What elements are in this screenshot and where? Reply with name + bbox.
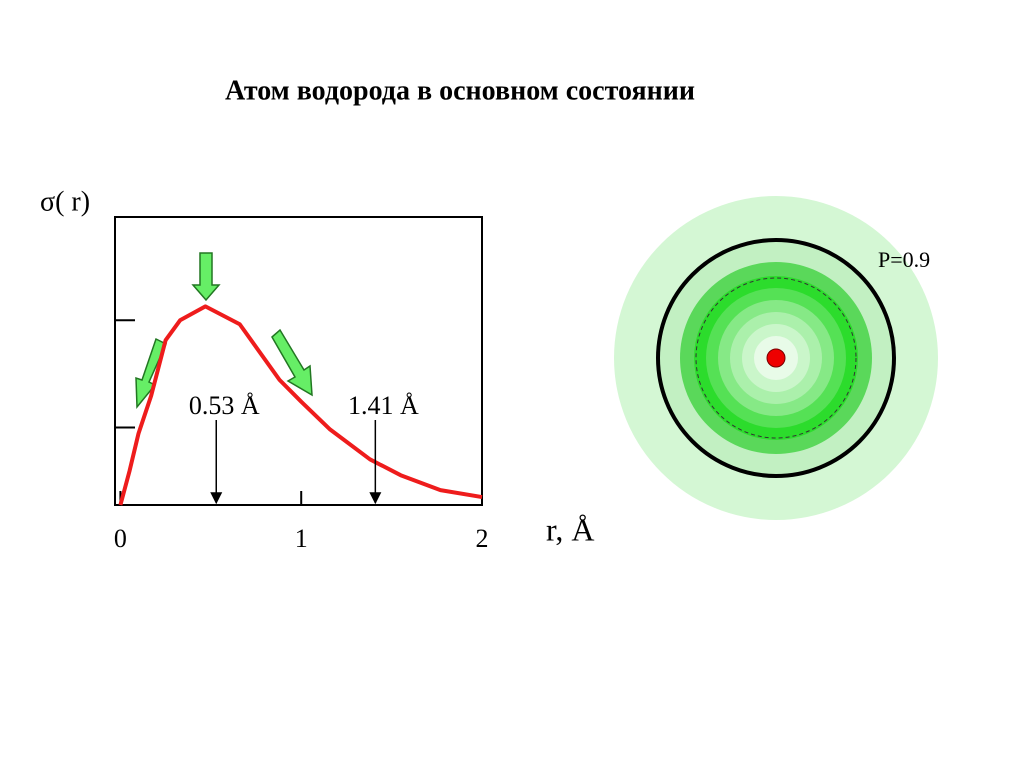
curve	[118, 304, 483, 506]
orbital-diagram: P=0.9	[614, 196, 938, 520]
x-tick-label: 0	[114, 524, 127, 553]
annotation-label: 1.41 Å	[348, 391, 419, 420]
green-arrow	[191, 252, 221, 302]
x-tick-label: 2	[476, 524, 489, 553]
dashed-circle	[695, 277, 857, 439]
green-arrow	[271, 328, 313, 397]
annotation-label: 0.53 Å	[189, 391, 260, 420]
slide-title: Атом водорода в основном состоянии	[225, 75, 695, 106]
plot-frame	[114, 216, 483, 506]
nucleus	[766, 348, 786, 368]
probability-label: P=0.9	[878, 247, 930, 272]
x-tick-label: 1	[295, 524, 308, 553]
x-axis-label: r, Å	[546, 511, 594, 547]
y-axis-label: σ( r)	[40, 186, 90, 217]
